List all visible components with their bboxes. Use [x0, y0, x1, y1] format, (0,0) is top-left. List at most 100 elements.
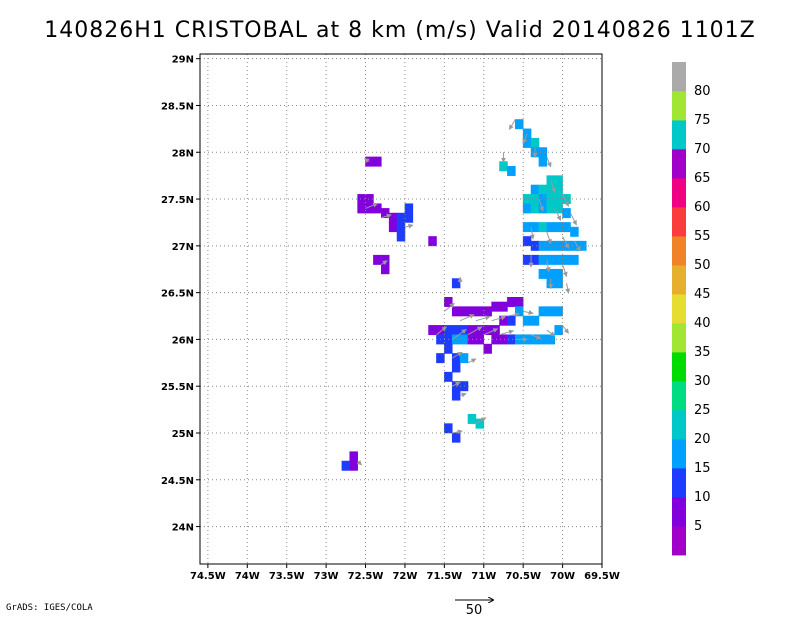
- colorbar-label: 75: [694, 113, 711, 128]
- wind-cell: [507, 334, 516, 345]
- wind-cell: [357, 203, 366, 214]
- x-tick-label: 72.5W: [348, 571, 384, 582]
- colorbar-swatch: [672, 439, 686, 469]
- wind-cell: [570, 254, 579, 265]
- wind-cell: [522, 203, 532, 214]
- wind-cell: [562, 222, 571, 233]
- wind-cell: [507, 165, 516, 176]
- wind-cell: [451, 306, 461, 317]
- wind-vector: [381, 260, 388, 266]
- wind-vector: [381, 213, 392, 219]
- colorbar-label: 35: [694, 345, 711, 360]
- y-tick-label: 28.5N: [161, 101, 194, 112]
- wind-cell: [546, 268, 556, 279]
- wind-cell: [570, 226, 579, 237]
- wind-cell: [554, 278, 563, 289]
- wind-vectors: [356, 119, 581, 466]
- wind-vector: [530, 334, 542, 340]
- wind-cell: [522, 315, 532, 326]
- wind-cell: [444, 423, 453, 434]
- wind-cell: [444, 371, 453, 382]
- wind-cell: [365, 194, 374, 205]
- colorbar-label: 40: [694, 316, 711, 331]
- wind-cell: [467, 334, 477, 345]
- wind-cell: [522, 236, 532, 247]
- wind-vector: [444, 302, 455, 312]
- colorbar-label: 55: [694, 229, 711, 244]
- wind-cell: [514, 306, 524, 317]
- wind-cell: [380, 254, 390, 265]
- colorbar-swatch: [672, 207, 686, 237]
- colorbar-label: 15: [694, 461, 711, 476]
- wind-cell: [380, 264, 390, 275]
- colorbar-swatch: [672, 120, 686, 150]
- wind-vector: [522, 133, 528, 145]
- colorbar-label: 25: [694, 403, 711, 418]
- colorbar-swatch: [672, 236, 686, 266]
- wind-vector: [467, 326, 483, 336]
- wind-vector: [546, 156, 552, 168]
- reference-vector: 50: [455, 600, 493, 618]
- wind-vector: [467, 358, 477, 364]
- wind-cell: [451, 432, 461, 443]
- colorbar-swatch: [672, 323, 686, 353]
- wind-cell: [357, 194, 366, 205]
- wind-cell: [538, 334, 548, 345]
- y-tick-label: 27N: [172, 242, 194, 253]
- wind-cell: [451, 362, 461, 373]
- wind-vector: [546, 329, 556, 337]
- wind-cell: [514, 297, 524, 307]
- wind-cell: [404, 203, 414, 214]
- x-tick-label: 73.5W: [269, 571, 305, 582]
- wind-cell: [467, 413, 477, 424]
- colorbar-label: 60: [694, 200, 711, 215]
- grads-credit: GrADS: IGES/COLA: [6, 603, 93, 613]
- wind-cell: [514, 119, 524, 130]
- wind-cell: [554, 325, 563, 336]
- wind-vector: [508, 119, 516, 130]
- y-tick-label: 24N: [172, 523, 194, 534]
- wind-cell: [554, 222, 563, 233]
- colorbar-swatch: [672, 468, 686, 498]
- y-axis-ticks: 24N 24.5N 25N 25.5N 26N 26.5N 27N 27.5N 28N 28.5N…: [161, 55, 200, 534]
- wind-cell: [538, 184, 548, 195]
- colorbar-swatch: [672, 178, 686, 208]
- colorbar-swatch: [672, 497, 686, 527]
- wind-cell: [341, 460, 351, 471]
- wind-cell: [538, 268, 548, 279]
- colorbar-label: 30: [694, 374, 711, 389]
- x-tick-label: 70.5W: [505, 571, 541, 582]
- wind-vector: [550, 180, 556, 193]
- colorbar-swatch: [672, 381, 686, 411]
- wind-vector: [507, 312, 520, 318]
- wind-cell: [444, 343, 453, 354]
- wind-cell: [396, 231, 406, 242]
- wind-cell: [530, 137, 540, 148]
- wind-vector: [546, 231, 552, 245]
- x-tick-label: 74W: [235, 571, 260, 582]
- wind-cell: [554, 184, 563, 195]
- y-tick-label: 25.5N: [161, 382, 194, 393]
- wind-cell: [475, 334, 485, 345]
- wind-cell: [444, 297, 453, 307]
- wind-vector: [499, 329, 515, 336]
- colorbar-label: 50: [694, 258, 711, 273]
- wind-cell: [554, 254, 563, 265]
- colorbar-swatch: [672, 62, 686, 92]
- wind-cell: [349, 451, 358, 462]
- wind-cell: [538, 240, 548, 251]
- reference-vector-label: 50: [466, 603, 483, 618]
- wind-cell: [491, 334, 500, 345]
- wind-vector: [483, 328, 499, 336]
- wind-vector: [475, 417, 487, 425]
- wind-cell: [499, 301, 508, 312]
- wind-cell: [562, 254, 571, 265]
- x-tick-label: 72W: [392, 571, 417, 582]
- wind-cell: [530, 222, 540, 233]
- wind-cell: [436, 353, 445, 364]
- wind-cell: [522, 254, 532, 265]
- colorbar-swatch: [672, 526, 686, 556]
- wind-cell: [483, 306, 492, 317]
- wind-cell: [404, 212, 414, 223]
- wind-vector: [573, 240, 581, 252]
